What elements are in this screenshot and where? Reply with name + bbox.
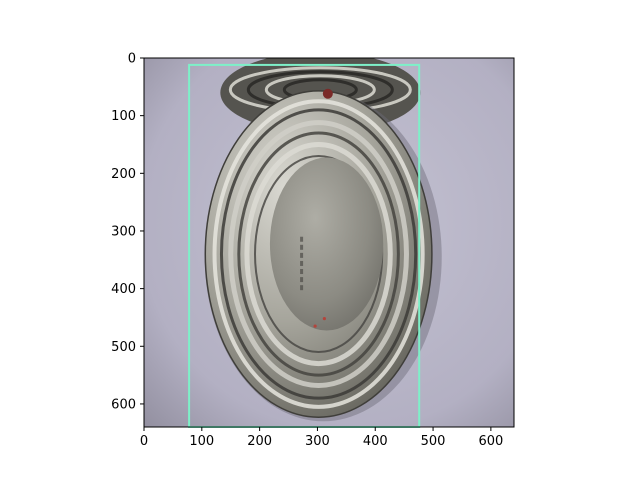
rust-spot xyxy=(313,324,317,328)
embossed-mark xyxy=(300,285,304,291)
embossed-mark xyxy=(300,252,304,258)
y-tick-label: 500 xyxy=(111,340,136,355)
y-tick-label: 100 xyxy=(111,109,136,124)
lid-ridge xyxy=(244,141,393,367)
y-tick-label: 200 xyxy=(111,167,136,182)
lid-ridge xyxy=(219,108,418,400)
embossed-mark xyxy=(300,277,304,283)
lid-ridge xyxy=(212,99,425,409)
embossed-mark xyxy=(300,236,304,242)
y-tick-label: 0 xyxy=(128,52,136,67)
lid-center-panel xyxy=(269,157,384,331)
x-tick-label: 200 xyxy=(247,434,272,449)
x-tick-label: 500 xyxy=(421,434,446,449)
y-tick-label: 600 xyxy=(111,397,136,412)
photo xyxy=(144,58,514,427)
rust-spot xyxy=(322,317,326,321)
embossed-mark xyxy=(300,260,304,266)
x-axis: 0 100 200 300 400 500 600 xyxy=(140,427,503,449)
embossed-mark xyxy=(300,244,304,250)
rust-spot xyxy=(322,88,333,99)
x-tick-label: 0 xyxy=(140,434,148,449)
x-tick-label: 600 xyxy=(478,434,503,449)
lid-ridge xyxy=(228,120,409,388)
lid-ridge xyxy=(237,131,400,377)
y-tick-label: 400 xyxy=(111,282,136,297)
x-tick-label: 100 xyxy=(189,434,214,449)
x-tick-label: 400 xyxy=(363,434,388,449)
embossed-mark xyxy=(300,269,304,275)
x-tick-label: 300 xyxy=(305,434,330,449)
y-axis: 0 100 200 300 400 500 600 xyxy=(111,52,144,412)
y-tick-label: 300 xyxy=(111,224,136,239)
axes-frame xyxy=(143,57,515,428)
